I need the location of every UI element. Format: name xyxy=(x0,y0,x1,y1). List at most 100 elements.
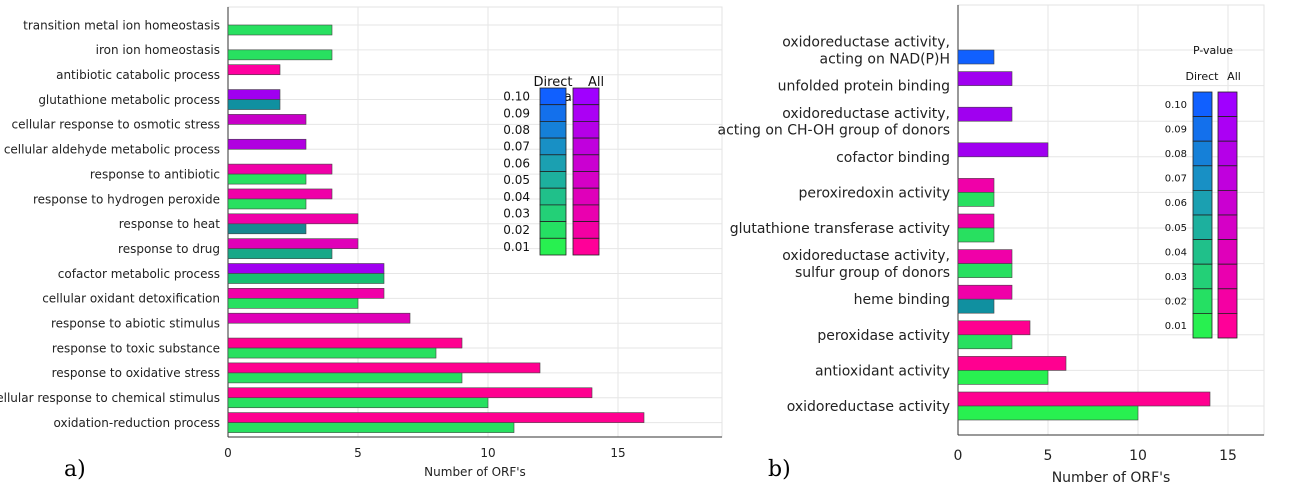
legend-swatch-direct xyxy=(1192,239,1213,265)
panel-label: a) xyxy=(64,457,86,482)
bar-all xyxy=(227,64,281,75)
legend-level-label: 0.03 xyxy=(503,206,530,220)
legend-column-all: All xyxy=(1227,70,1241,83)
bar-all xyxy=(957,320,1031,336)
legend-level-label: 0.07 xyxy=(503,140,530,154)
bar-all xyxy=(957,142,1049,158)
bar-direct xyxy=(227,273,385,284)
legend-swatch-all xyxy=(1217,214,1238,241)
bar-all xyxy=(227,412,645,423)
category-label: transition metal ion homeostasis xyxy=(23,18,220,32)
legend-swatch-all xyxy=(572,237,600,256)
category-label: peroxidase activity xyxy=(817,328,950,344)
legend-swatch-all xyxy=(572,87,600,106)
legend-swatch-direct xyxy=(539,187,567,206)
category-label: response to drug xyxy=(118,242,220,256)
bar-all xyxy=(227,312,411,324)
bar-direct xyxy=(227,99,281,110)
category-label: response to hydrogen peroxide xyxy=(33,192,220,206)
legend-swatch-direct xyxy=(1192,189,1213,216)
bar-direct xyxy=(957,263,1013,278)
legend-swatch-all xyxy=(1217,165,1238,191)
legend-column-direct: Direct xyxy=(1186,70,1220,83)
legend-swatch-all xyxy=(572,104,600,122)
legend-swatch-all xyxy=(572,137,600,156)
bar-all xyxy=(227,138,307,150)
x-tick-label: 15 xyxy=(610,446,625,460)
bar-all xyxy=(227,263,385,274)
legend-swatch-all xyxy=(572,121,600,139)
legend-title: P-value xyxy=(1193,44,1233,57)
bar-direct xyxy=(957,49,995,65)
legend-level-label: 0.03 xyxy=(1165,272,1187,283)
legend-swatch-all xyxy=(1217,263,1238,290)
legend-level-label: 0.06 xyxy=(1165,198,1187,209)
bar-all xyxy=(227,163,333,175)
legend-level-label: 0.05 xyxy=(503,173,530,187)
legend-level-label: 0.01 xyxy=(1165,321,1187,332)
legend-level-label: 0.05 xyxy=(1165,223,1187,234)
category-label: antibiotic catabolic process xyxy=(56,68,220,82)
bar-direct xyxy=(957,405,1139,421)
category-label: response to antibiotic xyxy=(90,167,220,181)
bar-direct xyxy=(227,347,437,359)
legend-swatch-direct xyxy=(1192,214,1213,241)
chart-panel-b: oxidoreductase activity, acting on NAD(P)… xyxy=(718,4,1265,486)
legend-level-label: 0.01 xyxy=(503,240,530,254)
legend-swatch-all xyxy=(1217,116,1238,142)
legend-swatch-direct xyxy=(539,87,567,106)
x-tick-label: 5 xyxy=(1044,448,1053,464)
legend-level-label: 0.02 xyxy=(503,223,530,237)
category-label: oxidation-reduction process xyxy=(54,416,220,430)
bar-direct xyxy=(227,198,307,210)
legend-swatch-all xyxy=(572,204,600,222)
bar-direct xyxy=(957,370,1049,385)
bar-all xyxy=(227,89,281,100)
legend-level-label: 0.09 xyxy=(1165,124,1187,135)
bar-all xyxy=(227,337,463,349)
category-label: oxidoreductase activity, xyxy=(782,106,950,122)
legend-swatch-all xyxy=(572,171,600,189)
legend-swatch-direct xyxy=(539,171,567,189)
category-label: cellular aldehyde metabolic process xyxy=(4,143,220,157)
legend-level-label: 0.08 xyxy=(1165,149,1187,160)
x-tick-label: 0 xyxy=(954,448,963,464)
legend-swatch-all xyxy=(1217,312,1238,339)
x-tick-label: 5 xyxy=(354,446,362,460)
x-axis-label: Number of ORF's xyxy=(424,465,526,479)
bar-direct xyxy=(227,173,307,185)
legend-level-label: 0.02 xyxy=(1165,297,1187,308)
bar-direct xyxy=(957,192,995,207)
bar-all xyxy=(227,387,593,399)
legend-swatch-direct xyxy=(539,237,567,256)
legend-swatch-direct xyxy=(539,121,567,139)
x-axis-label: Number of ORF's xyxy=(1052,470,1171,486)
chart-panel-a: transition metal ion homeostasis iron ion… xyxy=(0,6,723,482)
category-label: antioxidant activity xyxy=(815,363,950,379)
legend-swatch-direct xyxy=(539,221,567,239)
legend-level-label: 0.10 xyxy=(503,90,530,104)
bar-all xyxy=(957,213,995,229)
category-label: oxidoreductase activity, xyxy=(782,248,950,264)
legend-swatch-direct xyxy=(1192,91,1213,118)
bar-direct xyxy=(227,49,333,61)
category-label: response to toxic substance xyxy=(52,341,220,355)
category-label: response to heat xyxy=(119,217,221,231)
legend-swatch-direct xyxy=(539,104,567,122)
bar-all xyxy=(227,213,359,225)
category-label: response to abiotic stimulus xyxy=(51,317,220,331)
category-label: glutathione transferase activity xyxy=(730,221,950,237)
legend-swatch-direct xyxy=(539,137,567,156)
legend-swatch-all xyxy=(572,154,600,172)
legend-level-label: 0.09 xyxy=(503,106,530,120)
bar-all xyxy=(227,362,541,374)
x-tick-label: 0 xyxy=(224,446,232,460)
bar-all xyxy=(227,188,333,200)
category-label: acting on NAD(P)H xyxy=(820,51,950,67)
category-label: iron ion homeostasis xyxy=(96,43,220,57)
legend-level-label: 0.10 xyxy=(1165,100,1187,111)
bar-all xyxy=(957,356,1067,371)
bar-all xyxy=(957,391,1211,407)
bar-all xyxy=(227,114,307,125)
